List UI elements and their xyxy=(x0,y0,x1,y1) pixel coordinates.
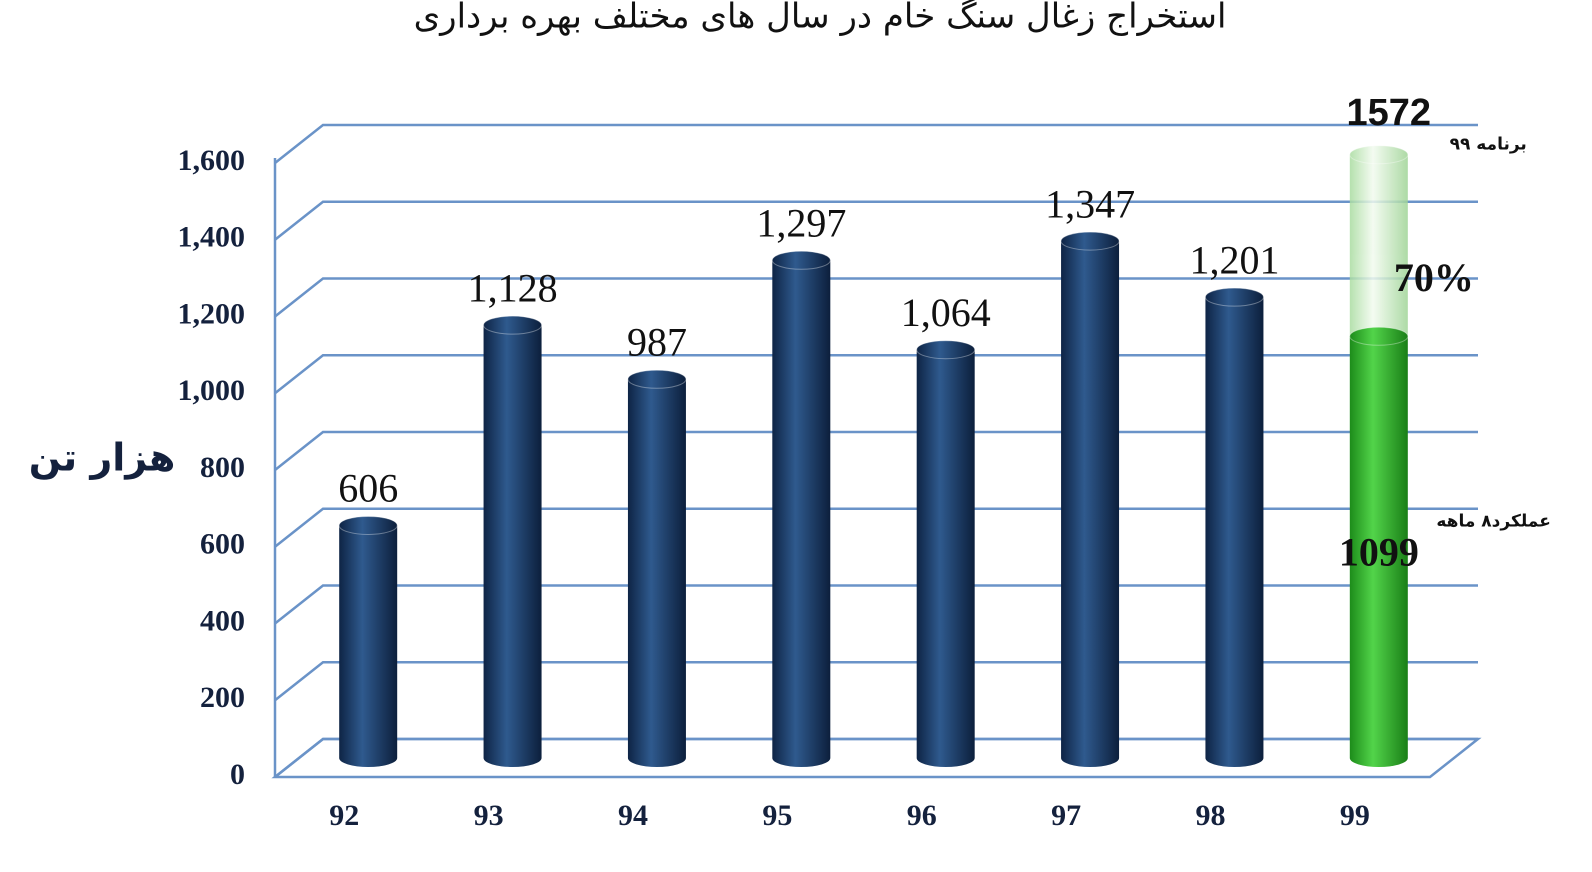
value-label: 1,347 xyxy=(1045,181,1135,226)
x-tick-label: 94 xyxy=(618,799,648,832)
bar xyxy=(916,349,975,767)
y-tick-label: 200 xyxy=(200,681,245,714)
bar-group xyxy=(771,250,831,767)
value-label: 1,064 xyxy=(901,290,991,335)
x-tick-label: 96 xyxy=(907,799,937,832)
bar-top xyxy=(483,315,543,335)
x-tick-label: 97 xyxy=(1051,799,1081,832)
y-tick-label: 800 xyxy=(200,451,245,484)
bar xyxy=(627,379,686,767)
grid-line xyxy=(274,123,1478,164)
x-tick-label: 99 xyxy=(1340,799,1370,832)
bar-group xyxy=(1204,287,1264,767)
actual-note: عملکرد۸ ماهه xyxy=(1436,511,1550,531)
bar-top xyxy=(1349,326,1409,346)
y-tick-label: 1,400 xyxy=(178,221,246,254)
y-tick-label: 0 xyxy=(230,758,245,791)
grid-line xyxy=(274,277,1478,318)
grid-line xyxy=(274,430,1478,471)
grid-line xyxy=(274,200,1478,241)
value-label: 1099 xyxy=(1339,529,1419,574)
bar xyxy=(772,260,831,767)
grid-line xyxy=(274,661,1478,702)
y-tick-label: 1,000 xyxy=(178,374,246,407)
value-label: 1,201 xyxy=(1189,237,1279,282)
bar-group xyxy=(1349,326,1409,767)
grid-line xyxy=(274,354,1478,395)
value-label: 1,128 xyxy=(468,265,558,310)
grid-line xyxy=(274,584,1478,625)
x-tick-label: 95 xyxy=(762,799,792,832)
bar-top xyxy=(771,250,831,270)
y-axis-title: هزار تن xyxy=(29,436,176,480)
bar xyxy=(1349,336,1408,767)
y-tick-label: 1,200 xyxy=(178,297,246,330)
bar-group xyxy=(338,515,398,767)
bar xyxy=(483,325,542,767)
plan-label: 1572 xyxy=(1347,92,1432,134)
bar-group xyxy=(627,369,687,767)
y-tick-label: 600 xyxy=(200,528,245,561)
bar xyxy=(1061,241,1120,767)
grid-line xyxy=(274,737,1478,778)
grid-line xyxy=(274,507,1478,548)
floor xyxy=(271,737,1482,779)
value-label: 606 xyxy=(338,466,398,511)
bar-group xyxy=(916,340,976,767)
y-tick-label: 1,600 xyxy=(178,144,246,177)
bar-group xyxy=(483,315,543,767)
percent-label: 70% xyxy=(1394,255,1474,300)
value-label: 1,297 xyxy=(756,200,846,245)
chart-title: استخراج زغال سنگ خام در سال های مختلف به… xyxy=(414,0,1227,37)
x-tick-label: 98 xyxy=(1195,799,1225,832)
bar-top xyxy=(1204,287,1264,307)
value-label: 987 xyxy=(627,319,687,364)
bar-top xyxy=(1060,231,1120,251)
plan-bar xyxy=(1349,154,1408,346)
y-tick-label: 400 xyxy=(200,604,245,637)
bar xyxy=(339,525,398,767)
plan-note: برنامه ۹۹ xyxy=(1450,135,1527,155)
x-tick-label: 92 xyxy=(329,799,359,832)
plan-bar-top xyxy=(1349,145,1409,165)
bar-top xyxy=(627,369,687,389)
x-tick-label: 93 xyxy=(474,799,504,832)
bar-group xyxy=(1060,231,1120,767)
bar-top xyxy=(916,340,976,360)
plan-bar-group xyxy=(1349,145,1409,346)
bar xyxy=(1205,297,1264,767)
bar-top xyxy=(338,515,398,535)
